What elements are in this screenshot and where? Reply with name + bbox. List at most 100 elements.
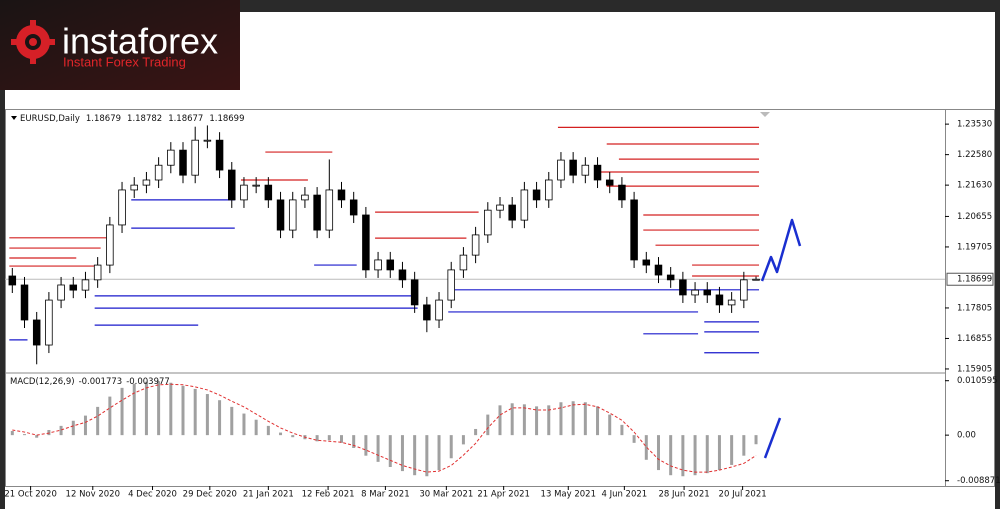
- macd-y-tick-label: 0.010595: [957, 376, 998, 386]
- macd-bar: [193, 388, 197, 436]
- candle-body: [130, 184, 138, 191]
- candle-body: [167, 149, 175, 166]
- candle-body: [240, 184, 248, 201]
- macd-bar: [522, 404, 526, 436]
- candle-body: [386, 259, 395, 271]
- macd-bar: [717, 435, 721, 471]
- y-tick-label: 1.16855: [957, 334, 992, 344]
- macd-bar: [291, 435, 295, 438]
- macd-y-tick-label: 0.00: [957, 431, 976, 441]
- macd-bar: [730, 435, 734, 465]
- candle-body: [142, 179, 151, 186]
- y-tick-label: 1.22580: [957, 150, 992, 160]
- candle-body: [752, 278, 760, 281]
- logo-icon: [11, 20, 55, 64]
- header-value: 1.18699: [209, 114, 244, 124]
- macd-label: MACD(12,26,9): [10, 377, 75, 387]
- macd-bar: [620, 424, 624, 436]
- macd-bar: [425, 435, 429, 477]
- candle-body: [118, 189, 126, 226]
- y-tick-label: 1.23530: [957, 120, 992, 130]
- chart: 1.23530 1.22580 1.21630 1.20655 1.19705 1.178…: [4, 114, 1000, 500]
- macd-bar: [339, 435, 343, 443]
- y-tick-label: 1.15905: [957, 364, 992, 374]
- candle-body: [447, 269, 455, 301]
- candle-body: [532, 189, 541, 201]
- logo-tagline: Instant Forex Trading: [63, 54, 186, 69]
- candle-body: [252, 184, 260, 187]
- macd-bar: [218, 400, 222, 436]
- macd-bar: [608, 414, 612, 436]
- macd-value: -0.001773: [79, 377, 123, 387]
- candle-body: [471, 234, 480, 256]
- macd-bar: [413, 435, 417, 476]
- macd-bar: [315, 435, 319, 442]
- macd-bar: [71, 420, 75, 436]
- candle-body: [349, 199, 358, 216]
- macd-bar: [474, 428, 478, 436]
- candle-body: [654, 264, 663, 276]
- macd-bar: [656, 435, 660, 471]
- candle-body: [325, 189, 334, 231]
- candle-body: [374, 259, 382, 271]
- candle-body: [410, 279, 419, 306]
- macd-bar: [169, 382, 173, 436]
- candle-body: [362, 214, 370, 271]
- macd-bar: [35, 435, 39, 438]
- macd-bar: [157, 381, 161, 436]
- price-header: EURUSD,Daily 1.18679 1.18782 1.18677 1.18699: [20, 114, 245, 124]
- candle-body: [215, 139, 224, 171]
- x-tick-label: 28 Jun 2021: [659, 490, 710, 500]
- y-tick-label: 1.20655: [957, 212, 992, 222]
- macd-bar: [705, 435, 709, 474]
- macd-bar: [559, 402, 563, 436]
- macd-bar: [742, 435, 746, 456]
- candle-body: [605, 179, 614, 186]
- candle-body: [593, 164, 602, 181]
- macd-bar: [388, 435, 392, 467]
- macd-bar: [486, 414, 490, 436]
- macd-bar: [498, 405, 502, 436]
- x-tick-label: 12 Nov 2020: [66, 490, 120, 500]
- header-value: EURUSD,Daily: [20, 114, 80, 124]
- x-tick-label: 21 Jan 2021: [243, 490, 294, 500]
- candle-body: [106, 224, 114, 266]
- candle-body: [496, 204, 504, 211]
- macd-bar: [205, 394, 209, 436]
- y-tick-label: 1.17805: [957, 303, 992, 313]
- candle-body: [264, 184, 273, 201]
- candle-body: [45, 299, 53, 346]
- candle-body: [81, 279, 90, 291]
- macd-bar: [279, 432, 283, 436]
- candle-body: [715, 294, 724, 306]
- macd-bar: [254, 419, 258, 436]
- macd-bar: [583, 402, 587, 436]
- macd-bar: [632, 435, 636, 443]
- macd-bar: [242, 413, 246, 436]
- macd-bar: [681, 435, 685, 477]
- candle-body: [569, 159, 577, 176]
- macd-bar: [571, 401, 575, 436]
- candle-body: [313, 194, 321, 231]
- macd-bar: [59, 425, 63, 436]
- x-tick-label: 21 Oct 2020: [4, 490, 57, 500]
- x-tick-label: 20 Jul 2021: [719, 490, 767, 500]
- candle-body: [459, 254, 468, 271]
- macd-bar: [376, 435, 380, 462]
- candle-body: [691, 289, 699, 296]
- forecast-arrow: [763, 417, 782, 459]
- macd-bar: [120, 387, 124, 436]
- y-tick-label: 1.21630: [957, 181, 992, 191]
- macd-bar: [437, 435, 441, 471]
- macd-bar: [181, 385, 185, 436]
- y-tick-label: 1.19705: [957, 242, 992, 252]
- candle-body: [288, 199, 297, 231]
- x-tick-label: 30 Mar 2021: [419, 490, 473, 500]
- candle-body: [618, 184, 626, 201]
- macd-signal: [12, 383, 757, 473]
- current-price-label: 1.18699: [957, 275, 992, 285]
- panel-menu-icon: [11, 116, 17, 120]
- macd-bar: [596, 406, 600, 436]
- macd-bar: [144, 381, 148, 436]
